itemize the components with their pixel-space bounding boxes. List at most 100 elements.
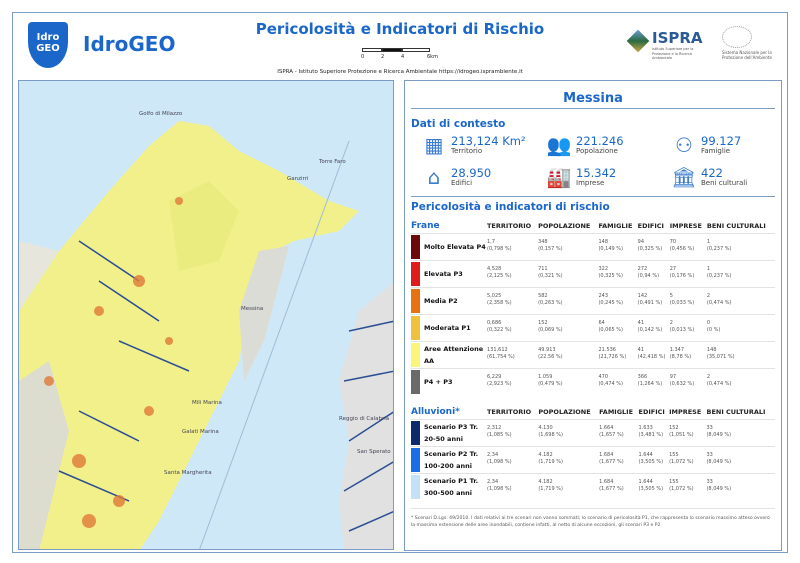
municipality-title: Messina (411, 81, 775, 109)
row-label: Media P2 (421, 287, 487, 315)
cell: 1.347 (8,78 %) (669, 341, 707, 369)
cell: 33 (8,049 %) (706, 446, 775, 474)
cell-percent: (0,069 %) (538, 327, 563, 333)
cell-percent: (1,085 %) (487, 432, 512, 438)
risk-title: Pericolosità e indicatori di rischio (411, 201, 610, 213)
map-label: Ganzirri (287, 176, 309, 182)
cell-percent: (0,245 %) (598, 300, 624, 306)
cell-value: 21.536 (598, 347, 616, 353)
cell: 97 (0,632 %) (669, 368, 707, 395)
cell: 33 (8,049 %) (706, 473, 775, 500)
cell-percent: (61,754 %) (487, 354, 515, 360)
cell: 2,34 (1,098 %) (487, 473, 539, 500)
cell: 5,025 (2,358 %) (487, 287, 539, 315)
cell-percent: (1,719 %) (538, 459, 563, 465)
cell-value: 33 (706, 479, 713, 485)
column-header: BENI CULTURALI (706, 222, 766, 230)
cell-value: 5,025 (487, 293, 502, 299)
cell-percent: (0,157 %) (538, 246, 563, 252)
cell-value: 4.182 (538, 452, 553, 458)
cell-percent: (1,072 %) (669, 486, 694, 492)
column-header: IMPRESE (669, 222, 702, 230)
cell: 243 (0,245 %) (598, 287, 638, 315)
cell-percent: (0,033 %) (669, 300, 695, 306)
context-label: Beni culturali (701, 179, 748, 187)
cell: 142 (0,491 %) (637, 287, 670, 315)
cell-value: 1.644 (638, 452, 653, 458)
scale-label: 0 (361, 54, 365, 60)
cell-value: 366 (637, 374, 648, 380)
table-row: Aree Attenzione AA 131,612 (61,754 %) 49.91… (411, 341, 775, 369)
cell-value: 272 (637, 266, 648, 272)
cell-value: 1.664 (599, 425, 614, 431)
cell: 2,34 (1,098 %) (487, 446, 539, 474)
cell-value: 33 (706, 452, 713, 458)
family-icon: ⚇ (675, 133, 693, 157)
context-beni-culturali: 🏛 422 Beni culturali (671, 164, 786, 190)
cell: 2 (0,013 %) (669, 314, 707, 342)
map-label: Messina (241, 306, 264, 312)
divider (411, 196, 775, 197)
frane-table: Frane TERRITORIO POPOLAZIONE FAMIGLIE EDIFIC… (411, 219, 775, 395)
group-label: Alluvioni* (411, 407, 460, 417)
column-header: IMPRESE (669, 408, 702, 416)
cell-percent: (8,049 %) (706, 459, 732, 465)
group-label: Frane (411, 221, 440, 231)
context-value: 15.342 (576, 166, 617, 180)
cell-value: 1.347 (669, 347, 685, 353)
context-label: Imprese (576, 179, 605, 187)
cell-percent: (3,505 %) (638, 486, 664, 492)
cell-value: 1.684 (599, 479, 614, 485)
cell-value: 148 (706, 347, 717, 353)
cell-value: 49.913 (538, 347, 556, 353)
cell: 322 (0,325 %) (598, 260, 638, 288)
alluvioni-table: Alluvioni* TERRITORIO POPOLAZIONE FAMIGLIE E… (411, 405, 775, 500)
cell-value: 97 (669, 374, 677, 380)
cell-percent: (1,657 %) (599, 432, 624, 438)
table-row: Scenario P1 Tr. 300-500 anni 2,34 (1,098 %… (411, 473, 775, 500)
cell-percent: (1,098 %) (487, 486, 512, 492)
row-label: Scenario P2 Tr. 100-200 anni (421, 446, 487, 474)
cell: 94 (0,325 %) (637, 233, 670, 261)
color-swatch (411, 260, 421, 288)
cell-percent: (0,321 %) (538, 273, 563, 279)
cell: 64 (0,065 %) (598, 314, 638, 342)
building-icon: ⌂ (427, 165, 441, 189)
snpa-logo: Sistema Nazionale per la Protezione dell… (722, 26, 778, 60)
cell-value: 1 (706, 266, 711, 272)
cell-value: 142 (637, 293, 648, 299)
scale-label: 4 (401, 54, 405, 60)
cell: 131,612 (61,754 %) (487, 341, 539, 369)
idrogeo-logo: Idro GEO (28, 22, 68, 68)
cell-value: 1 (706, 239, 711, 245)
cell-percent: (3,505 %) (638, 459, 664, 465)
row-label: Scenario P1 Tr. 300-500 anni (421, 473, 487, 500)
map-label: Torre Faro (319, 159, 346, 165)
color-swatch (411, 368, 421, 395)
cell: 1.644 (3,505 %) (638, 473, 670, 500)
context-label: Famiglie (701, 147, 731, 155)
cell: 4.130 (1,698 %) (538, 419, 600, 447)
cell-percent: (1,051 %) (669, 432, 694, 438)
context-value: 213,124 Km² (451, 134, 526, 148)
row-label: P4 + P3 (421, 368, 487, 395)
cell: 1.664 (1,657 %) (599, 419, 639, 447)
cell-value: 1.633 (638, 425, 653, 431)
cell-percent: (0,263 %) (538, 300, 563, 306)
column-header: BENI CULTURALI (706, 408, 766, 416)
cell-percent: (3,481 %) (638, 432, 664, 438)
cell: 41 (42,418 %) (637, 341, 670, 369)
color-swatch (411, 419, 421, 447)
color-swatch (411, 446, 421, 474)
cell-percent: (0,142 %) (637, 327, 663, 333)
column-header: POPOLAZIONE (538, 222, 591, 230)
cell-value: 155 (669, 452, 679, 458)
cell-percent: (0,474 %) (598, 381, 624, 387)
cell: 1 (0,237 %) (706, 233, 775, 261)
column-header: FAMIGLIE (598, 222, 633, 230)
cell: 152 (1,051 %) (669, 419, 707, 447)
cell-percent: (0,474 %) (706, 300, 732, 306)
map-view[interactable]: Golfo di Milazzo Torre Faro Ganzirri Mes… (18, 80, 394, 550)
ispra-subtext: Istituto Superiore per la Protezione e l… (652, 47, 694, 60)
cell-percent: (8,049 %) (706, 486, 732, 492)
